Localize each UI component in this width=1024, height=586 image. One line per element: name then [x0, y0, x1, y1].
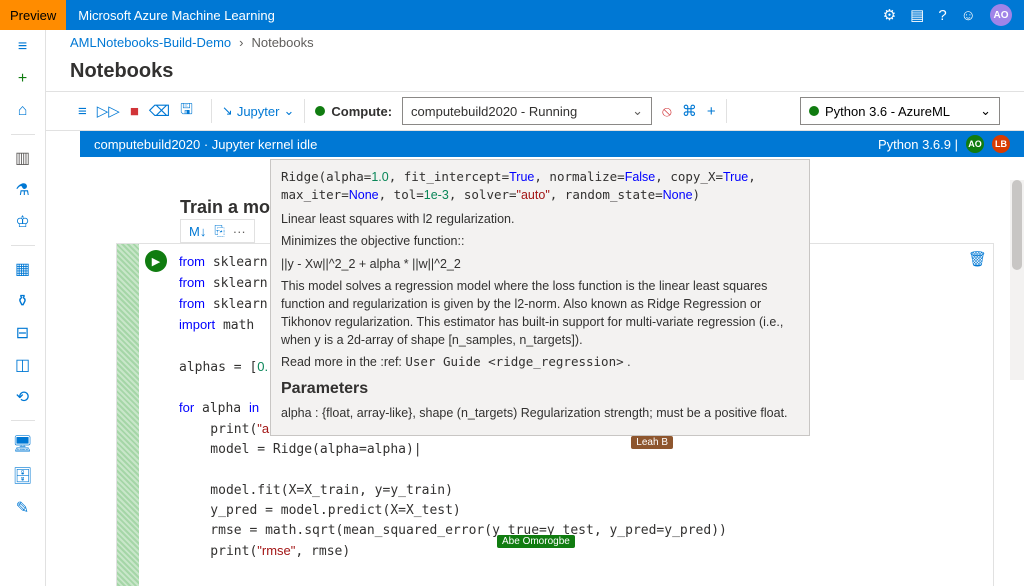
- smiley-icon[interactable]: ☺: [961, 7, 976, 24]
- status-dot-icon: [809, 106, 819, 116]
- toolbar-divider: [304, 99, 305, 123]
- top-header: Preview Microsoft Azure Machine Learning…: [0, 0, 1024, 30]
- notebooks-icon[interactable]: ▥: [14, 149, 32, 167]
- notebook-canvas: Train a mode M↓ ⎘ ··· ▶ 🗑 from sklearn f…: [80, 157, 1024, 586]
- endpoints-icon[interactable]: ⟲: [14, 388, 32, 406]
- chevron-down-icon: ⌄: [632, 103, 643, 119]
- intellisense-tooltip: Ridge(alpha=1.0, fit_intercept=True, nor…: [270, 159, 810, 436]
- models-icon[interactable]: ◫: [14, 356, 32, 374]
- page-title: Notebooks: [46, 54, 1024, 91]
- tooltip-line: Linear least squares with l2 regularizat…: [281, 210, 799, 228]
- scrollbar-thumb[interactable]: [1012, 180, 1022, 270]
- run-cell-button[interactable]: ▶: [145, 250, 167, 272]
- tooltip-ref-post: .: [624, 355, 631, 369]
- preview-badge: Preview: [0, 0, 66, 30]
- kernel-select[interactable]: Python 3.6 - AzureML ⌄: [800, 97, 1000, 125]
- chevron-down-icon: ⌄: [980, 103, 991, 119]
- copy-icon[interactable]: ⎘: [214, 223, 224, 239]
- menu-icon[interactable]: ≡: [14, 38, 32, 56]
- user-avatar[interactable]: AO: [990, 4, 1012, 26]
- clear-icon[interactable]: ⌫: [149, 102, 170, 120]
- list-icon[interactable]: ≡: [78, 103, 87, 120]
- toolbar-divider: [211, 99, 212, 123]
- product-title: Microsoft Azure Machine Learning: [78, 8, 882, 23]
- breadcrumb-sep: ›: [239, 35, 243, 50]
- toolbar-divider: [726, 99, 727, 123]
- compute-value: computebuild2020 - Running: [411, 104, 577, 119]
- pipelines-icon[interactable]: ⊟: [14, 324, 32, 342]
- designer-icon[interactable]: ♔: [14, 213, 32, 231]
- feedback-icon[interactable]: ▤: [910, 6, 924, 24]
- status-dot-icon: [315, 106, 325, 116]
- collaborator-cursor-tag: Abe Omorogbe: [497, 535, 575, 548]
- rail-divider: [11, 134, 35, 135]
- left-nav-rail: ≡ + ⌂ ▥ ⚗ ♔ ▦ ⚱ ⊟ ◫ ⟲ 🖥 🗄 ✎: [0, 30, 46, 586]
- header-icons: ⚙ ▤ ? ☺ AO: [883, 4, 1024, 26]
- help-icon[interactable]: ?: [938, 7, 946, 24]
- delete-cell-icon[interactable]: 🗑: [968, 250, 987, 268]
- collaborator-avatar[interactable]: AO: [966, 135, 984, 153]
- signature-line: Ridge(alpha=1.0, fit_intercept=True, nor…: [281, 168, 799, 204]
- terminal-icon[interactable]: ⌘: [682, 102, 697, 120]
- collaborator-cursor-tag: Leah B: [631, 436, 673, 449]
- labeling-icon[interactable]: ✎: [14, 499, 32, 517]
- notebook-toolbar: ≡ ▷▷ ■ ⌫ 🖫 ↘ Jupyter ⌄ Compute: computeb…: [46, 91, 1024, 131]
- automl-icon[interactable]: ⚗: [14, 181, 32, 199]
- jupyter-label: Jupyter: [237, 104, 280, 119]
- tooltip-params-heading: Parameters: [281, 377, 799, 400]
- rail-divider: [11, 420, 35, 421]
- add-icon[interactable]: +: [14, 70, 32, 88]
- python-version: Python 3.6.9 |: [878, 137, 958, 152]
- run-all-icon[interactable]: ▷▷: [97, 102, 120, 120]
- breadcrumb-current: Notebooks: [251, 35, 313, 50]
- datastores-icon[interactable]: 🗄: [14, 467, 32, 485]
- tooltip-ref: Read more in the :ref: User Guide <ridge…: [281, 353, 799, 371]
- markdown-mode-button[interactable]: M↓: [189, 224, 206, 239]
- tooltip-body: This model solves a regression model whe…: [281, 277, 799, 350]
- tooltip-formula: ||y - Xw||^2_2 + alpha * ||w||^2_2: [281, 255, 799, 273]
- tooltip-param: alpha : {float, array-like}, shape (n_ta…: [281, 404, 799, 422]
- tooltip-ref-mono: User Guide <ridge_regression>: [405, 354, 623, 369]
- expand-panel-icon[interactable]: »: [96, 142, 104, 158]
- compute-icon[interactable]: 🖥: [14, 435, 32, 453]
- collaborator-avatar[interactable]: LB: [992, 135, 1010, 153]
- compute-label: Compute:: [315, 104, 392, 119]
- add-compute-icon[interactable]: +: [707, 103, 716, 120]
- chevron-down-icon: ⌄: [283, 103, 294, 119]
- stop-icon[interactable]: ■: [130, 103, 139, 120]
- save-icon[interactable]: 🖫: [180, 99, 193, 124]
- breadcrumb: AMLNotebooks-Build-Demo › Notebooks: [46, 30, 1024, 54]
- toolbar-group-run: ≡ ▷▷ ■ ⌫ 🖫: [70, 99, 201, 124]
- rail-divider: [11, 245, 35, 246]
- compute-select[interactable]: computebuild2020 - Running ⌄: [402, 97, 652, 125]
- kernel-value: Python 3.6 - AzureML: [825, 104, 950, 119]
- compute-label-text: Compute:: [331, 104, 392, 119]
- jupyter-link[interactable]: ↘ Jupyter ⌄: [222, 103, 294, 119]
- more-icon[interactable]: ···: [233, 224, 246, 239]
- datasets-icon[interactable]: ▦: [14, 260, 32, 278]
- experiments-icon[interactable]: ⚱: [14, 292, 32, 310]
- stop-compute-icon[interactable]: ⦸: [662, 103, 672, 120]
- status-right: Python 3.6.9 | AO LB: [878, 135, 1010, 153]
- kernel-status-text: computebuild2020 · Jupyter kernel idle: [94, 137, 317, 152]
- breadcrumb-root[interactable]: AMLNotebooks-Build-Demo: [70, 35, 231, 50]
- main-area: AMLNotebooks-Build-Demo › Notebooks Note…: [46, 30, 1024, 586]
- compute-actions: ⦸ ⌘ +: [662, 102, 716, 120]
- tooltip-ref-pre: Read more in the :ref:: [281, 355, 405, 369]
- cell-mini-toolbar: M↓ ⎘ ···: [180, 219, 255, 243]
- settings-icon[interactable]: ⚙: [883, 6, 896, 24]
- cell-gutter: [117, 244, 139, 586]
- kernel-status-bar: computebuild2020 · Jupyter kernel idle P…: [80, 131, 1024, 157]
- home-icon[interactable]: ⌂: [14, 102, 32, 120]
- tooltip-line: Minimizes the objective function::: [281, 232, 799, 250]
- link-icon: ↘: [222, 103, 233, 119]
